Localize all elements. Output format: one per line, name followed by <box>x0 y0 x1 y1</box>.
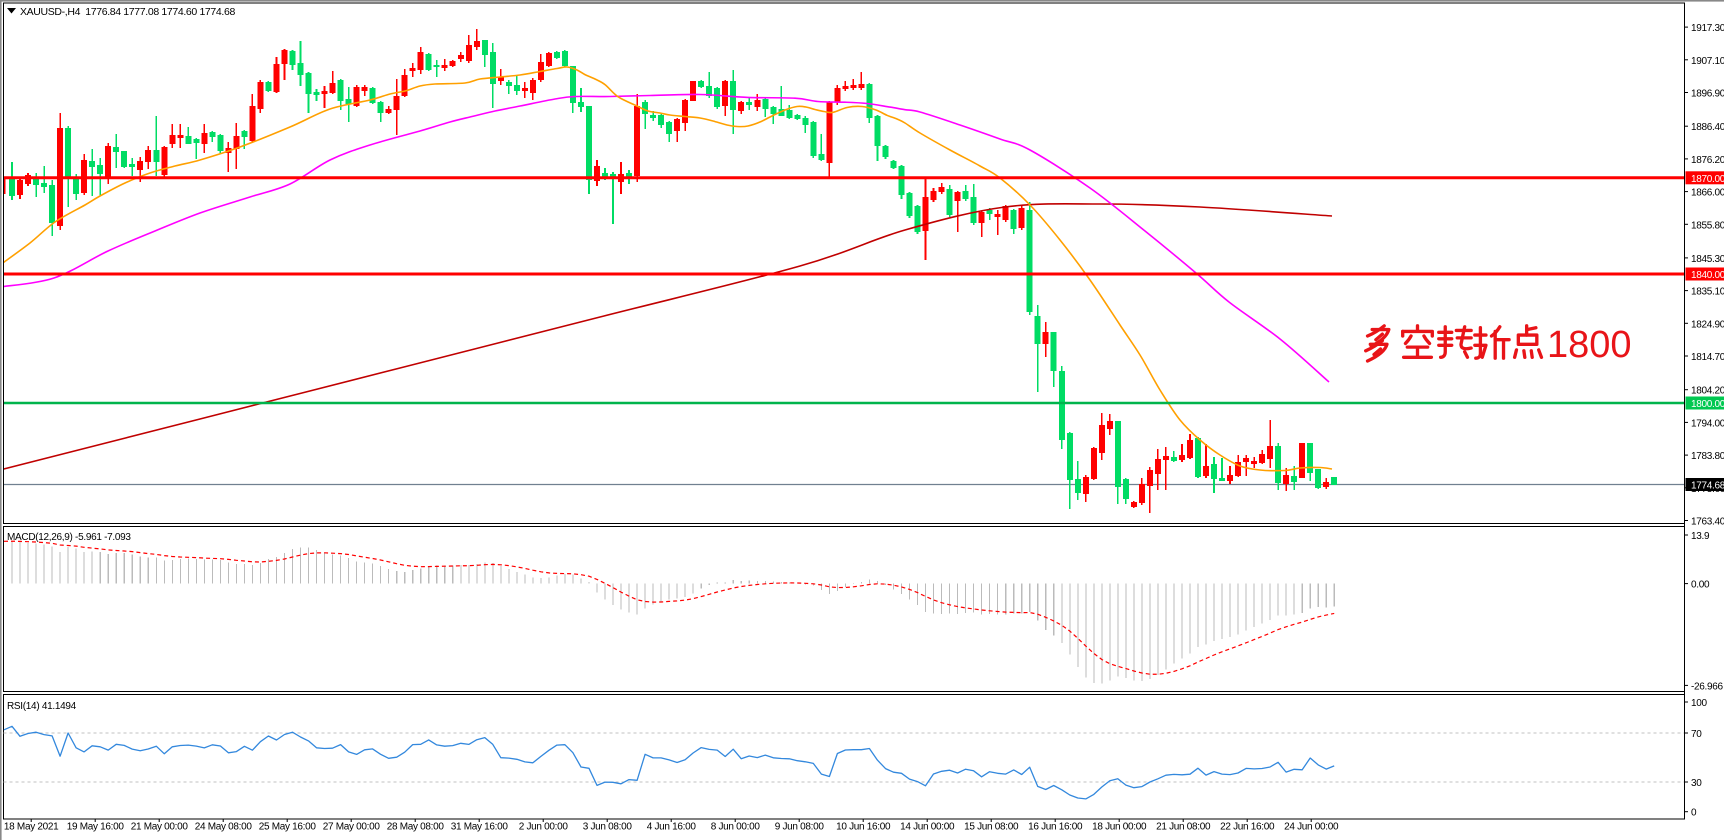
svg-text:2 Jun 00:00: 2 Jun 00:00 <box>519 822 569 833</box>
svg-text:18 May 2021: 18 May 2021 <box>4 822 59 833</box>
svg-text:1855.80: 1855.80 <box>1691 220 1724 231</box>
svg-text:1907.10: 1907.10 <box>1691 56 1724 67</box>
svg-text:18 Jun 00:00: 18 Jun 00:00 <box>1092 822 1147 833</box>
svg-text:1804.20: 1804.20 <box>1691 386 1724 397</box>
svg-text:MACD(12,26,9) -5.961 -7.093: MACD(12,26,9) -5.961 -7.093 <box>7 532 131 543</box>
svg-text:1824.90: 1824.90 <box>1691 319 1724 330</box>
svg-text:70: 70 <box>1691 729 1702 740</box>
svg-text:25 May 16:00: 25 May 16:00 <box>259 822 317 833</box>
svg-text:-26.966: -26.966 <box>1691 681 1724 692</box>
svg-text:1876.20: 1876.20 <box>1691 155 1724 166</box>
svg-text:24 May 08:00: 24 May 08:00 <box>195 822 253 833</box>
svg-text:RSI(14) 41.1494: RSI(14) 41.1494 <box>7 701 77 712</box>
svg-text:14 Jun 00:00: 14 Jun 00:00 <box>900 822 955 833</box>
svg-text:1800.00: 1800.00 <box>1691 399 1724 410</box>
svg-text:19 May 16:00: 19 May 16:00 <box>67 822 125 833</box>
svg-text:27 May 00:00: 27 May 00:00 <box>323 822 381 833</box>
svg-text:100: 100 <box>1691 698 1708 709</box>
svg-text:1886.40: 1886.40 <box>1691 122 1724 133</box>
svg-text:1840.00: 1840.00 <box>1691 270 1724 281</box>
svg-text:1866.00: 1866.00 <box>1691 188 1724 199</box>
svg-text:31 May 16:00: 31 May 16:00 <box>451 822 509 833</box>
svg-text:24 Jun 00:00: 24 Jun 00:00 <box>1284 822 1339 833</box>
svg-text:1783.80: 1783.80 <box>1691 451 1724 462</box>
svg-text:XAUUSD-,H4 1776.84 1777.08 17: XAUUSD-,H4 1776.84 1777.08 1774.60 1774.… <box>20 6 235 18</box>
svg-text:3 Jun 08:00: 3 Jun 08:00 <box>583 822 633 833</box>
svg-text:30: 30 <box>1691 778 1702 789</box>
svg-text:21 Jun 08:00: 21 Jun 08:00 <box>1156 822 1211 833</box>
svg-text:9 Jun 08:00: 9 Jun 08:00 <box>775 822 825 833</box>
svg-text:0.00: 0.00 <box>1691 580 1710 591</box>
svg-text:1814.70: 1814.70 <box>1691 352 1724 363</box>
svg-text:21 May 00:00: 21 May 00:00 <box>131 822 189 833</box>
svg-text:1774.68: 1774.68 <box>1691 481 1724 492</box>
svg-text:1917.30: 1917.30 <box>1691 23 1724 34</box>
svg-text:1800: 1800 <box>1547 324 1632 366</box>
svg-text:28 May 08:00: 28 May 08:00 <box>387 822 445 833</box>
svg-text:1835.10: 1835.10 <box>1691 287 1724 298</box>
svg-text:22 Jun 16:00: 22 Jun 16:00 <box>1220 822 1275 833</box>
svg-text:15 Jun 08:00: 15 Jun 08:00 <box>964 822 1019 833</box>
svg-text:1870.00: 1870.00 <box>1691 174 1724 185</box>
svg-text:16 Jun 16:00: 16 Jun 16:00 <box>1028 822 1083 833</box>
svg-text:1794.00: 1794.00 <box>1691 418 1724 429</box>
svg-text:1763.40: 1763.40 <box>1691 517 1724 528</box>
svg-text:1845.30: 1845.30 <box>1691 254 1724 265</box>
svg-text:4 Jun 16:00: 4 Jun 16:00 <box>647 822 697 833</box>
svg-text:13.9: 13.9 <box>1691 531 1710 542</box>
svg-text:8 Jun 00:00: 8 Jun 00:00 <box>711 822 761 833</box>
svg-text:1896.90: 1896.90 <box>1691 89 1724 100</box>
svg-text:0: 0 <box>1691 808 1697 819</box>
svg-text:10 Jun 16:00: 10 Jun 16:00 <box>836 822 891 833</box>
